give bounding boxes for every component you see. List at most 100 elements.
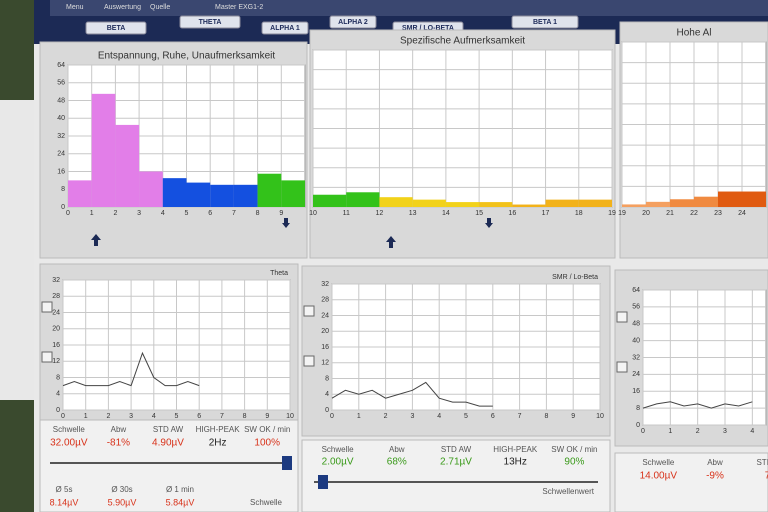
histogram-bar — [346, 192, 380, 207]
chart-title: Hohe Al — [676, 28, 711, 39]
slider-handle[interactable] — [282, 456, 292, 470]
x-tick-label: 4 — [161, 210, 165, 217]
histogram-bar — [545, 199, 579, 207]
y-tick-label: 4 — [56, 391, 60, 398]
toolbar-item[interactable]: Auswertung — [104, 4, 141, 11]
y-tick-label: 56 — [57, 80, 65, 87]
histogram-bar — [257, 173, 282, 207]
stat-label: SW OK / min — [551, 445, 597, 454]
x-tick-label: 16 — [508, 210, 516, 217]
tab-button[interactable] — [179, 15, 241, 29]
x-tick-label: 23 — [714, 210, 722, 217]
y-tick-label: 16 — [321, 344, 329, 351]
y-tick-label: 32 — [632, 354, 640, 361]
average-value: 5.84µV — [166, 497, 195, 507]
zoom-out-button[interactable] — [303, 355, 315, 367]
tab-button[interactable] — [85, 21, 147, 35]
stat-label: Schwelle — [322, 445, 355, 454]
x-tick-label: 8 — [544, 413, 548, 420]
chart-title: Theta — [270, 270, 288, 277]
histogram-bar — [670, 199, 694, 207]
x-tick-label: 19 — [618, 210, 626, 217]
histogram-bar — [445, 202, 480, 207]
histogram-bar — [68, 180, 92, 207]
stat-value: 2Hz — [209, 438, 227, 449]
zoom-out-button[interactable] — [41, 351, 53, 363]
y-tick-label: 64 — [632, 287, 640, 294]
tab-label[interactable]: BETA — [107, 25, 126, 32]
y-tick-label: 48 — [57, 97, 65, 104]
stat-value: 100% — [254, 438, 280, 449]
x-tick-label: 7 — [220, 413, 224, 420]
x-tick-label: 6 — [208, 210, 212, 217]
x-tick-label: 1 — [357, 413, 361, 420]
y-tick-label: 40 — [632, 337, 640, 344]
y-tick-label: 8 — [56, 374, 60, 381]
y-tick-label: 20 — [52, 326, 60, 333]
x-tick-label: 4 — [437, 413, 441, 420]
line-series — [642, 401, 753, 409]
x-tick-label: 3 — [723, 428, 727, 435]
x-tick-label: 7 — [232, 210, 236, 217]
toolbar-item[interactable]: Quelle — [150, 4, 170, 11]
stat-label: Schwelle — [53, 425, 86, 434]
tab-label[interactable]: BETA 1 — [533, 19, 557, 26]
x-tick-label: 4 — [750, 428, 754, 435]
stat-value: 7.9 — [765, 471, 768, 482]
tab-label[interactable]: ALPHA 1 — [270, 25, 300, 32]
stat-value: 2.71µV — [440, 457, 472, 468]
x-tick-label: 3 — [410, 413, 414, 420]
x-tick-label: 8 — [256, 210, 260, 217]
slider-handle[interactable] — [318, 475, 328, 489]
tab-label[interactable]: ALPHA 2 — [338, 19, 368, 26]
y-tick-label: 40 — [57, 115, 65, 122]
average-value: 8.14µV — [50, 497, 79, 507]
histogram-bar — [233, 184, 258, 207]
tab-button[interactable] — [511, 15, 579, 29]
y-tick-label: 16 — [632, 388, 640, 395]
zoom-in-button[interactable] — [303, 305, 315, 317]
menu-bar — [50, 0, 768, 16]
histogram-bar — [412, 199, 446, 207]
x-tick-label: 0 — [641, 428, 645, 435]
x-tick-label: 2 — [106, 413, 110, 420]
y-tick-label: 12 — [321, 360, 329, 367]
y-tick-label: 56 — [632, 304, 640, 311]
average-label: Ø 1 min — [166, 485, 194, 494]
zoom-in-button[interactable] — [41, 301, 53, 313]
stat-value: -81% — [107, 438, 130, 449]
stat-value: 2.00µV — [322, 457, 354, 468]
y-tick-label: 48 — [632, 321, 640, 328]
y-tick-label: 0 — [325, 407, 329, 414]
histogram-bar — [115, 124, 140, 207]
x-tick-label: 5 — [175, 413, 179, 420]
stat-value: 32.00µV — [50, 438, 88, 449]
stat-label: STD AW — [756, 458, 768, 467]
stat-label: HIGH-PEAK — [196, 425, 241, 434]
toolbar-item[interactable]: Menu — [66, 4, 84, 11]
histogram-bar — [742, 191, 766, 207]
x-tick-label: 10 — [286, 413, 294, 420]
x-tick-label: 9 — [265, 413, 269, 420]
zoom-in-button[interactable] — [616, 311, 628, 323]
tab-button[interactable] — [329, 15, 377, 29]
slider-label: Schwellenwert — [542, 487, 594, 496]
y-tick-label: 16 — [57, 168, 65, 175]
histogram-bar — [139, 171, 163, 207]
x-tick-label: 19 — [608, 210, 616, 217]
tab-label[interactable]: THETA — [199, 19, 222, 26]
y-tick-label: 12 — [52, 358, 60, 365]
tab-button[interactable] — [261, 21, 309, 35]
zoom-out-button[interactable] — [616, 361, 628, 373]
tab-label[interactable]: SMR / LO-BETA — [402, 25, 454, 32]
toolbar-item[interactable]: Master EXG1-2 — [215, 4, 263, 11]
stat-value: 68% — [387, 457, 407, 468]
x-tick-label: 17 — [542, 210, 550, 217]
x-tick-label: 1 — [90, 210, 94, 217]
x-tick-label: 7 — [518, 413, 522, 420]
y-tick-label: 32 — [57, 133, 65, 140]
y-tick-label: 24 — [57, 151, 65, 158]
x-tick-label: 1 — [84, 413, 88, 420]
y-tick-label: 8 — [636, 405, 640, 412]
histogram-bar — [718, 191, 742, 207]
